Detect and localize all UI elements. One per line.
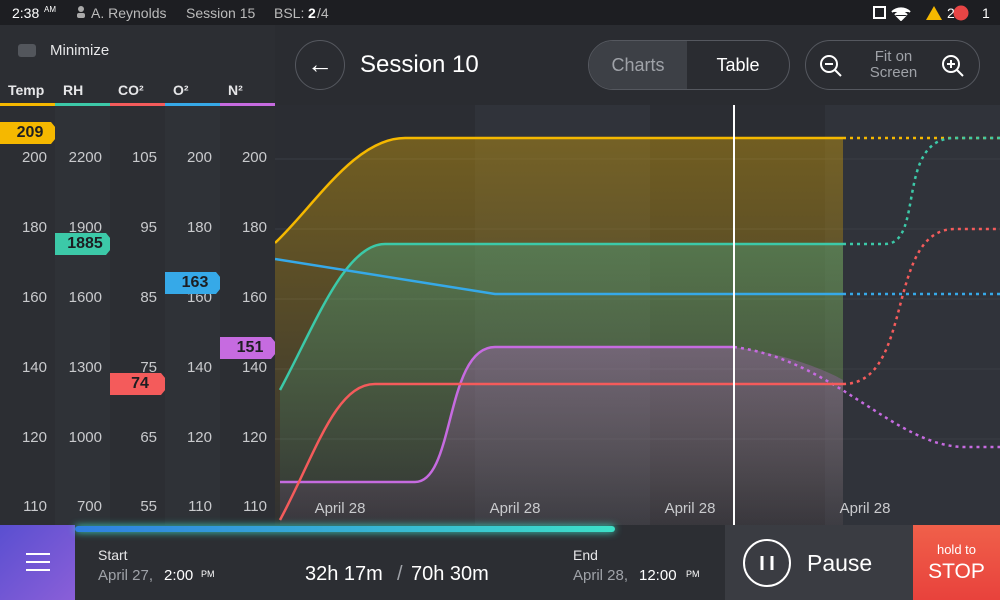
title: Session 10 bbox=[360, 51, 479, 78]
total: 70h 30m bbox=[411, 563, 489, 585]
footer: Start April 27, 2:00 PM 32h 17m / 70h 30… bbox=[0, 525, 1000, 600]
tick-label: 180 bbox=[186, 219, 212, 236]
tick-label: 75 bbox=[140, 359, 157, 376]
session: Session 15 bbox=[186, 5, 256, 21]
x-label: April 28 bbox=[490, 500, 541, 517]
progress-bar bbox=[75, 526, 615, 532]
tick-label: 110 bbox=[243, 498, 267, 515]
x-label: April 28 bbox=[840, 500, 891, 517]
tick-label: 140 bbox=[186, 359, 212, 376]
tick-label: 140 bbox=[21, 359, 47, 376]
current-value: 163 bbox=[165, 272, 225, 294]
stop-button[interactable]: hold to STOP bbox=[913, 525, 1000, 600]
current-value: 1885 bbox=[55, 233, 115, 255]
tick-label: 160 bbox=[241, 289, 267, 306]
view-toggle: Charts Table bbox=[588, 40, 790, 90]
menu-button[interactable] bbox=[0, 525, 75, 600]
tick-label: 55 bbox=[140, 498, 157, 515]
current-value: 151 bbox=[220, 337, 280, 359]
tick-label: 120 bbox=[241, 429, 267, 446]
sensor-column: N² 200 180 160 140 120 110 bbox=[220, 82, 275, 525]
tick-label: 180 bbox=[241, 219, 267, 236]
zoom-out[interactable] bbox=[819, 54, 843, 78]
tick-label: 120 bbox=[21, 429, 47, 446]
column-underline bbox=[0, 103, 55, 106]
tick-label: 140 bbox=[241, 359, 267, 376]
tab[interactable]: Table bbox=[716, 55, 760, 75]
chart: April 28 April 28 April 28 April 28 bbox=[275, 105, 1000, 525]
minimize-icon[interactable] bbox=[18, 44, 36, 57]
tick-label: 105 bbox=[131, 149, 157, 166]
tick-label: 1600 bbox=[68, 289, 102, 306]
bsl-value: 2 bbox=[308, 5, 316, 21]
start-time: 2:00 bbox=[164, 567, 194, 584]
bsl-label: BSL: bbox=[274, 5, 305, 21]
current-value: 209 bbox=[0, 122, 60, 144]
x-label: April 28 bbox=[665, 500, 716, 517]
elapsed: 32h 17m bbox=[305, 563, 383, 585]
minimize[interactable]: Minimize bbox=[50, 42, 110, 59]
x-label: April 28 bbox=[315, 500, 366, 517]
tick-label: 1000 bbox=[68, 429, 102, 446]
error-count: 1 bbox=[982, 5, 990, 21]
back-button[interactable]: ← bbox=[295, 40, 345, 90]
pause: Pause bbox=[807, 550, 873, 576]
column-underline bbox=[220, 103, 275, 106]
user-icon bbox=[77, 6, 85, 18]
tick-label: 200 bbox=[186, 149, 212, 166]
sensor-column: RH 2200 1900 1600 1300 1000 700 bbox=[55, 82, 110, 525]
zoom-controls: Fit on Screen bbox=[805, 40, 980, 90]
pause-button[interactable]: Pause bbox=[725, 525, 913, 600]
status-bar: 2:38 AM A. Reynolds Session 15 BSL: 2 /4… bbox=[0, 0, 1000, 25]
column-header: O² bbox=[173, 82, 189, 98]
time: 2:38 bbox=[12, 5, 40, 21]
tick-label: 120 bbox=[186, 429, 212, 446]
status-icons bbox=[873, 5, 969, 21]
column-header: N² bbox=[228, 82, 243, 98]
sensor-column: CO² 105 95 85 75 65 55 bbox=[110, 82, 165, 525]
fit-on-screen[interactable]: Fit on Screen bbox=[869, 48, 918, 81]
sensor-column: O² 200 180 160 140 120 110 bbox=[165, 82, 220, 525]
tick-label: 160 bbox=[21, 289, 47, 306]
header: ← Session 10 Charts Table Fit on Screen bbox=[275, 25, 1000, 105]
sensor-column: Temp 200 180 160 140 120 110 bbox=[0, 82, 55, 525]
start-label: Start bbox=[98, 547, 128, 563]
zoom-in[interactable] bbox=[941, 54, 965, 78]
column-header: Temp bbox=[8, 82, 45, 98]
tick-label: 110 bbox=[188, 498, 212, 515]
tick-label: 1300 bbox=[68, 359, 102, 376]
tick-label: 200 bbox=[241, 149, 267, 166]
time-suffix: AM bbox=[44, 5, 56, 14]
start-date: April 27, bbox=[98, 567, 154, 584]
current-value: 74 bbox=[110, 373, 170, 395]
column-underline bbox=[110, 103, 165, 106]
stop: STOP bbox=[928, 560, 985, 583]
tab[interactable]: Charts bbox=[589, 41, 687, 89]
column-header: RH bbox=[63, 82, 84, 98]
tick-label: 65 bbox=[140, 429, 157, 446]
tick-label: 85 bbox=[140, 289, 157, 306]
start-suffix: PM bbox=[201, 569, 215, 579]
warning-count: 2 bbox=[947, 5, 955, 21]
end-suffix: PM bbox=[686, 569, 700, 579]
end-date: April 28, bbox=[573, 567, 629, 584]
column-underline bbox=[55, 103, 110, 106]
tick-label: 200 bbox=[21, 149, 47, 166]
tick-label: 2200 bbox=[68, 149, 102, 166]
column-underline bbox=[165, 103, 220, 106]
bsl-total: /4 bbox=[317, 5, 329, 21]
user: A. Reynolds bbox=[91, 5, 167, 21]
stop-hint: hold to bbox=[936, 542, 977, 557]
column-header: CO² bbox=[118, 82, 144, 98]
sidebar: Minimize Temp 200 180 160 140 120 110 209 RH 2200… bbox=[0, 25, 280, 525]
tick-label: 180 bbox=[21, 219, 47, 236]
end-label: End bbox=[573, 547, 598, 563]
tick-label: 110 bbox=[23, 498, 47, 515]
tick-label: 1900 bbox=[68, 219, 102, 236]
end-time: 12:00 bbox=[639, 567, 677, 584]
tick-label: 700 bbox=[76, 498, 102, 515]
separator: / bbox=[397, 563, 403, 585]
tick-label: 95 bbox=[140, 219, 157, 236]
